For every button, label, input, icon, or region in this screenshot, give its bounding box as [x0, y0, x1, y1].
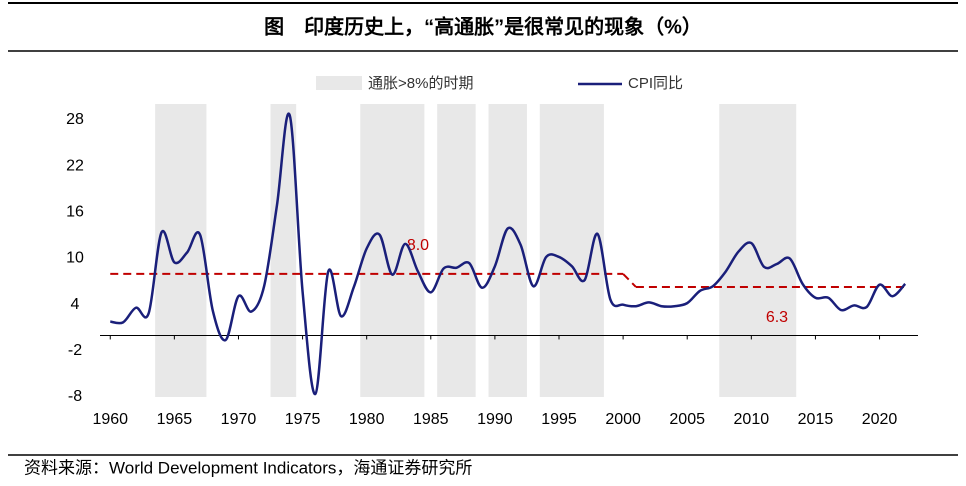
y-tick-label: 4	[71, 296, 80, 313]
reference-label: 6.3	[766, 309, 788, 326]
y-tick-label: 10	[66, 250, 84, 267]
reference-label: 8.0	[407, 237, 429, 254]
x-tick-label: 1960	[92, 411, 128, 428]
x-tick-label: 1980	[349, 411, 385, 428]
y-tick-label: 22	[66, 157, 84, 174]
shaded-period	[719, 104, 797, 397]
y-tick-label: 16	[66, 204, 84, 221]
reference-connector	[622, 273, 637, 288]
x-tick-label: 2000	[605, 411, 641, 428]
x-tick-label: 1985	[413, 411, 449, 428]
x-tick-label: 2010	[734, 411, 770, 428]
y-tick-label: 28	[66, 111, 84, 128]
source: 资料来源：World Development Indicators，海通证券研究…	[24, 458, 472, 477]
y-tick-label: -8	[68, 388, 82, 405]
shaded-period	[155, 104, 207, 397]
chart-title: 图 印度历史上，“高通胀”是很常见的现象（%）	[264, 14, 702, 38]
x-tick-label: 1970	[221, 411, 257, 428]
cpi-line	[110, 112, 907, 396]
x-tick-label: 2005	[669, 411, 705, 428]
x-tick-label: 1965	[157, 411, 193, 428]
x-tick-label: 2015	[798, 411, 834, 428]
legend-swatch	[316, 76, 362, 90]
shaded-period	[437, 104, 476, 397]
y-tick-label: -2	[68, 342, 82, 359]
shaded-period	[360, 104, 425, 397]
shaded-period	[488, 104, 527, 397]
shaded-period	[539, 104, 604, 397]
legend-label: 通胀>8%的时期	[368, 75, 473, 92]
x-tick-label: 1990	[477, 411, 513, 428]
x-tick-label: 1995	[541, 411, 577, 428]
x-tick-label: 2020	[862, 411, 898, 428]
x-tick-label: 1975	[285, 411, 321, 428]
legend-label: CPI同比	[628, 75, 683, 92]
